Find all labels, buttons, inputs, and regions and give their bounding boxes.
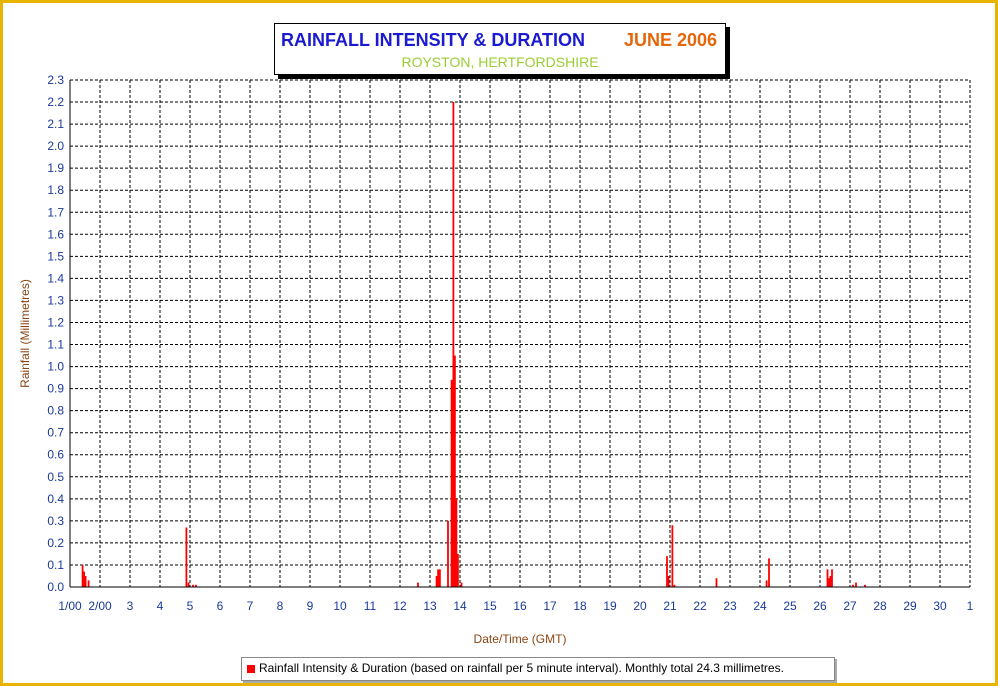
rainfall-bar: [187, 582, 190, 587]
rainfall-bar: [439, 569, 441, 587]
x-tick-label: 10: [333, 599, 347, 613]
y-tick-label: 0.2: [47, 536, 64, 550]
legend-text: Rainfall Intensity & Duration (based on …: [259, 661, 784, 675]
rainfall-bar: [765, 580, 768, 587]
rainfall-bar: [452, 102, 455, 587]
x-tick-label: 1/00: [58, 599, 82, 613]
rainfall-bar: [87, 580, 90, 587]
rainfall-bar: [435, 575, 438, 587]
y-tick-label: 0.1: [47, 558, 64, 572]
x-tick-label: 26: [813, 599, 827, 613]
x-tick-label: 24: [753, 599, 767, 613]
x-tick-label: 18: [573, 599, 587, 613]
y-axis-title: Rainfall (Millimetres): [18, 279, 32, 388]
x-tick-label: 19: [603, 599, 617, 613]
rainfall-bar: [852, 584, 854, 587]
y-tick-label: 1.7: [47, 205, 64, 219]
rainfall-bar: [83, 571, 85, 587]
rainfall-bar: [829, 575, 832, 587]
y-tick-label: 1.9: [47, 161, 64, 175]
rainfall-bar: [195, 584, 197, 587]
legend-swatch: [247, 665, 255, 673]
y-tick-label: 0.7: [47, 426, 64, 440]
rainfall-bar: [667, 575, 670, 587]
rainfall-bar: [855, 582, 857, 587]
chart-month: JUNE 2006: [623, 30, 717, 50]
y-tick-label: 0.8: [47, 404, 64, 418]
x-tick-label: 5: [187, 599, 194, 613]
x-tick-label: 1: [967, 599, 974, 613]
y-tick-label: 0.3: [47, 514, 64, 528]
y-tick-label: 0.0: [47, 580, 64, 594]
rainfall-chart: 0.0 0.1 0.2 0.3 0.4 0.5 0.6 0.7 0.8 0.9 1.0 1.1 1.2 1…: [18, 73, 974, 646]
y-tick-label: 2.1: [47, 117, 64, 131]
y-tick-label: 1.0: [47, 360, 64, 374]
rainfall-bar: [84, 575, 87, 587]
x-tick-label: 16: [513, 599, 527, 613]
x-tick-label: 29: [903, 599, 917, 613]
x-tick-label: 7: [247, 599, 254, 613]
y-tick-label: 1.8: [47, 183, 64, 197]
x-tick-label: 8: [277, 599, 284, 613]
x-tick-label: 6: [217, 599, 224, 613]
y-tick-label: 2.3: [47, 73, 64, 87]
x-tick-label: 21: [663, 599, 677, 613]
x-tick-label: 13: [423, 599, 437, 613]
x-tick-label: 4: [157, 599, 164, 613]
y-tick-label: 1.3: [47, 293, 64, 307]
rainfall-bar: [447, 520, 449, 587]
title-box: RAINFALL INTENSITY & DURATION JUNE 2006 …: [274, 23, 726, 75]
rainfall-bar: [673, 584, 676, 587]
x-tick-label: 2/00: [88, 599, 112, 613]
rainfall-bar: [437, 569, 439, 587]
y-tick-label: 1.4: [47, 271, 64, 285]
rainfall-bar: [457, 553, 459, 587]
y-tick-label: 1.6: [47, 227, 64, 241]
rainfall-bar: [768, 558, 770, 587]
chart-title: RAINFALL INTENSITY & DURATION: [281, 30, 586, 50]
x-tick-label: 3: [127, 599, 134, 613]
rainfall-bar: [450, 379, 453, 587]
y-tick-label: 1.5: [47, 249, 64, 263]
rainfall-bar: [831, 569, 833, 587]
rainfall-bar: [666, 556, 668, 587]
rainfall-bar: [417, 582, 419, 587]
x-tick-label: 23: [723, 599, 737, 613]
y-tick-label: 2.2: [47, 95, 64, 109]
x-tick-label: 22: [693, 599, 707, 613]
rainfall-bar: [826, 569, 829, 587]
rainfall-bar: [454, 355, 456, 587]
y-tick-label: 0.9: [47, 382, 64, 396]
x-tick-label: 12: [393, 599, 407, 613]
y-tick-label: 0.6: [47, 448, 64, 462]
x-tick-label: 25: [783, 599, 797, 613]
chart-location: ROYSTON, HERTFORDSHIRE: [401, 54, 599, 70]
x-tick-label: 15: [483, 599, 497, 613]
rainfall-bar: [715, 578, 718, 587]
x-tick-label: 30: [933, 599, 947, 613]
rainfall-bar: [671, 525, 674, 587]
x-tick-label: 9: [307, 599, 314, 613]
y-tick-label: 0.4: [47, 492, 64, 506]
y-tick-label: 2.0: [47, 139, 64, 153]
rainfall-bar: [455, 498, 458, 587]
rainfall-bar: [81, 564, 84, 587]
x-tick-label: 11: [364, 599, 377, 613]
x-tick-label: 28: [873, 599, 887, 613]
rainfall-bar: [864, 584, 866, 587]
x-tick-label: 20: [633, 599, 647, 613]
y-tick-label: 1.2: [47, 315, 64, 329]
rainfall-bar: [828, 578, 830, 587]
x-tick-label: 27: [843, 599, 857, 613]
x-tick-label: 14: [453, 599, 467, 613]
x-axis-title: Date/Time (GMT): [474, 632, 567, 646]
y-tick-label: 0.5: [47, 470, 64, 484]
rainfall-bar: [192, 584, 194, 587]
x-tick-label: 17: [543, 599, 557, 613]
y-tick-label: 1.1: [47, 338, 64, 352]
legend: Rainfall Intensity & Duration (based on …: [241, 657, 835, 681]
rainfall-bar: [460, 582, 463, 587]
rainfall-bar: [185, 527, 188, 587]
